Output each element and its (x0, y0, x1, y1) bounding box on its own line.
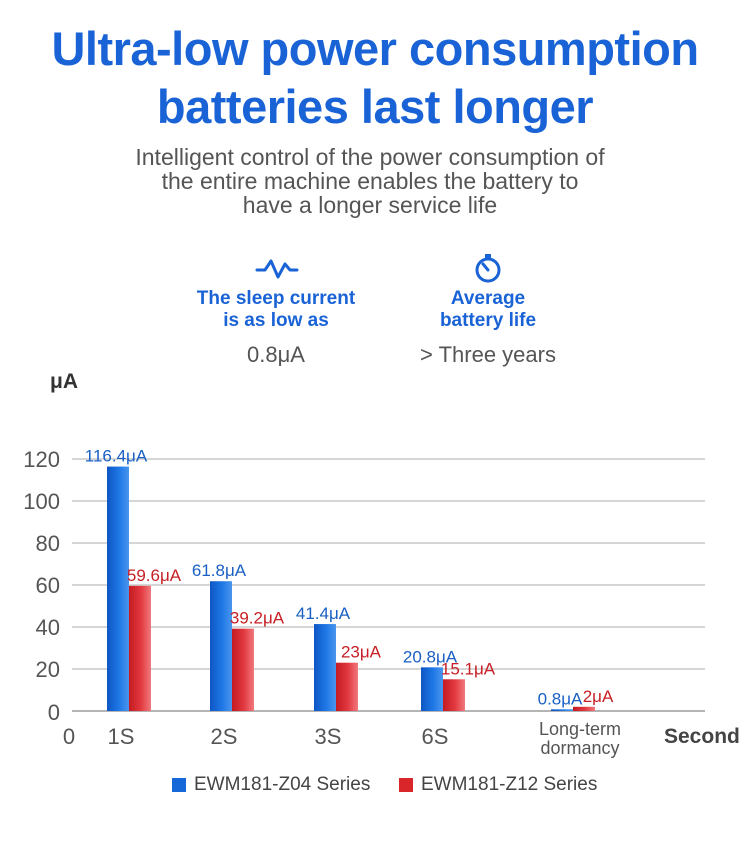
feature-label-line-1: The sleep current (196, 288, 356, 309)
feature-value: 0.8μA (247, 342, 305, 367)
x-tick-label: Long-term dormancy (539, 719, 621, 758)
y-tick-label: 0 (48, 700, 60, 725)
bar-z04 (210, 581, 232, 711)
bar-z12 (573, 706, 595, 711)
y-tick-label: 100 (23, 489, 60, 514)
subtitle-line-1: Intelligent control of the power consump… (135, 144, 605, 170)
y-tick-label: 40 (36, 615, 60, 640)
feature-value: > Three years (420, 342, 556, 367)
x-tick-label: 1S (108, 724, 135, 749)
bar-z04 (421, 667, 443, 711)
stopwatch-icon (475, 254, 501, 283)
data-label: 61.8μA (192, 561, 247, 580)
x-tick-label: 6S (422, 724, 449, 749)
data-label: 23μA (341, 643, 382, 662)
x-tick-label: 3S (315, 724, 342, 749)
feature-label-line-2: battery life (439, 310, 537, 331)
legend-item-series-1: EWM181-Z04 Series (172, 774, 370, 796)
data-label: 0.8μA (538, 689, 583, 708)
bar-z04 (107, 466, 129, 711)
legend-label-series-2: EWM181-Z12 Series (421, 774, 598, 795)
legend-item-series-2: EWM181-Z12 Series (399, 774, 597, 796)
bar-chart: 116.4μA 59.6μA 61.8μA 39.2μA 41.4μA 23μA 20.8μ… (23, 370, 740, 758)
legend-label-series-1: EWM181-Z04 Series (194, 774, 371, 795)
data-label: 116.4μA (85, 447, 148, 466)
subtitle-line-2: the entire machine enables the battery t… (161, 168, 579, 194)
bar-z04 (314, 624, 336, 711)
y-tick-label: 80 (36, 531, 60, 556)
feature-label-line-1: Average (450, 288, 526, 309)
data-label: 39.2μA (230, 609, 285, 628)
page-title-line-2: batteries last longer (156, 80, 594, 133)
data-label: 41.4μA (296, 604, 351, 623)
data-label: 20.8μA (403, 647, 458, 666)
legend-swatch-blue (172, 778, 186, 792)
y-tick-label: 20 (36, 657, 60, 682)
x-axis-title: Second (664, 725, 740, 748)
y-tick-label: 60 (36, 573, 60, 598)
data-label: 2μA (583, 687, 614, 706)
bar-z12 (232, 628, 254, 711)
data-label: 59.6μA (127, 566, 182, 585)
feature-label-line-2: is as low as (223, 310, 329, 331)
origin-label: 0 (63, 724, 75, 749)
page-title-line-1: Ultra-low power consumption (51, 22, 699, 75)
pulse-wave-icon (255, 259, 299, 279)
x-tick-label: 2S (211, 724, 238, 749)
data-label: 15.1μA (441, 659, 496, 678)
bar-z12 (336, 662, 358, 711)
subtitle-line-3: have a longer service life (242, 192, 498, 218)
legend-swatch-red (399, 778, 413, 792)
y-axis-title: μA (50, 370, 78, 393)
bar-z04 (551, 709, 573, 711)
y-tick-label: 120 (23, 447, 60, 472)
bar-z12 (443, 679, 465, 711)
bar-z12 (129, 585, 151, 711)
